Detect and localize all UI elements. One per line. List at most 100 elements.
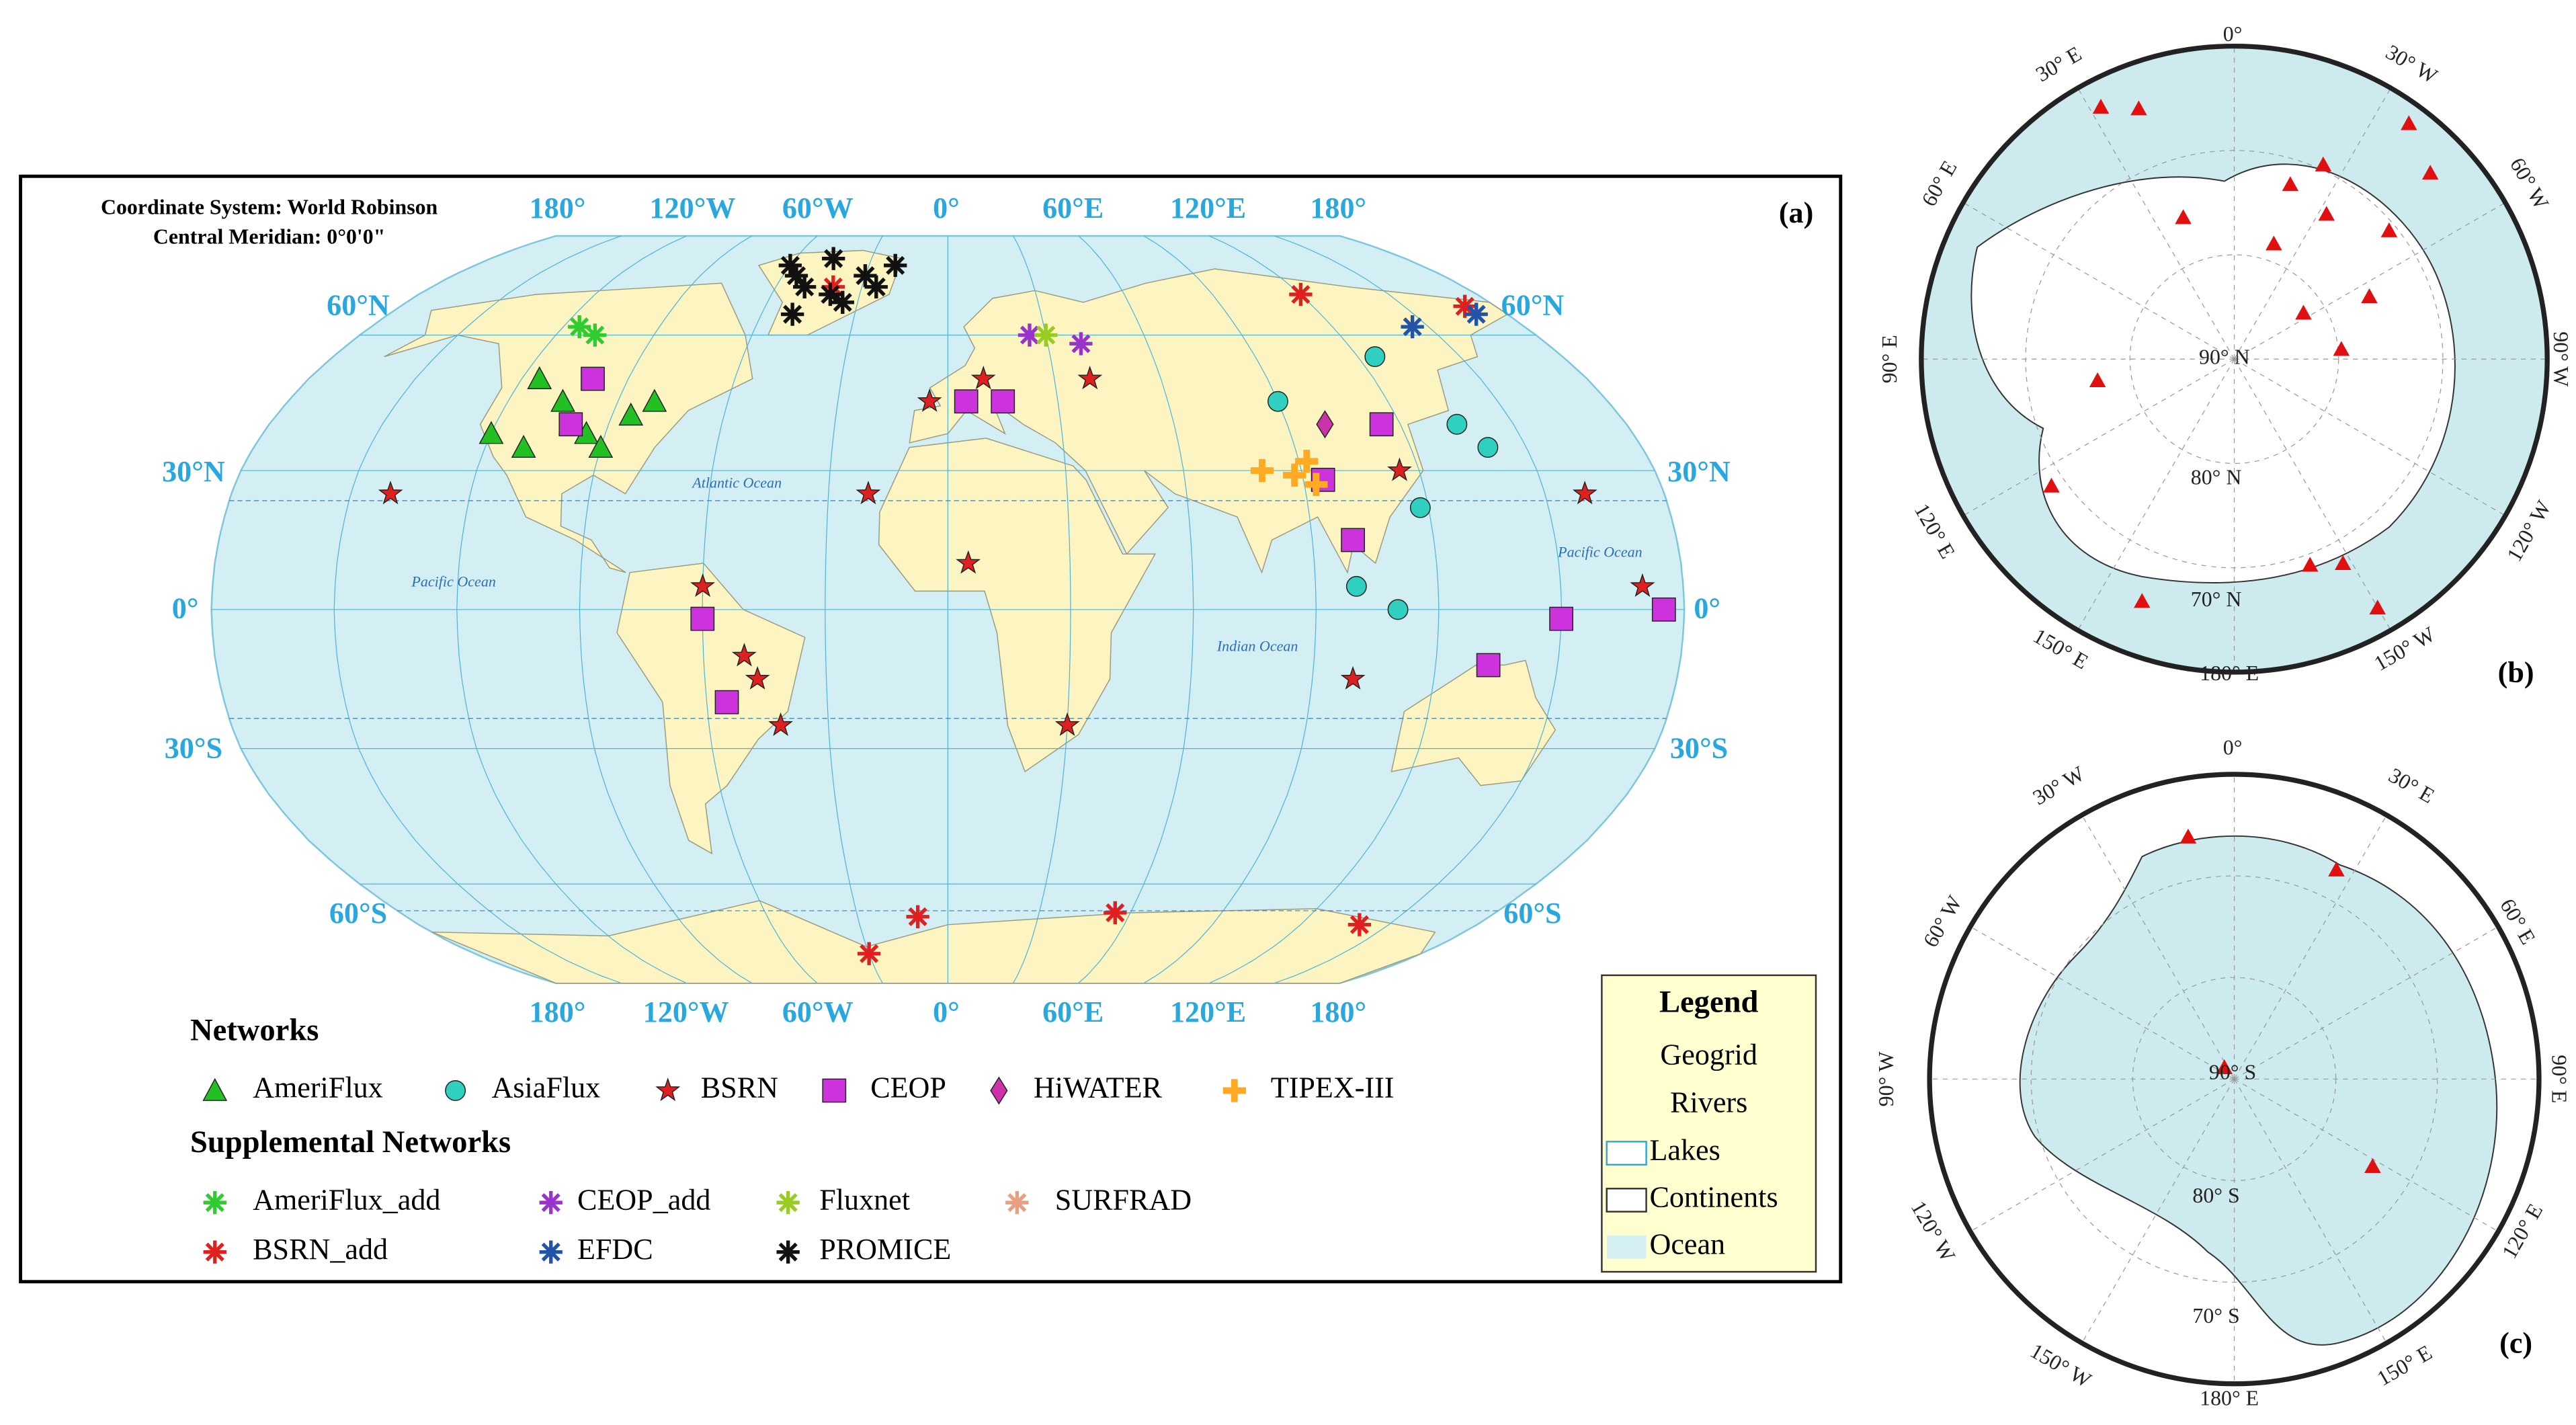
station-triangle <box>2092 99 2110 114</box>
station-marker <box>1446 413 1468 435</box>
triangle-symbol <box>511 434 536 458</box>
asterisk-stroke <box>795 277 815 296</box>
station-triangle <box>2175 209 2192 225</box>
graticule-label: 80° N <box>2191 466 2242 489</box>
triangle-symbol <box>588 434 614 458</box>
station-triangle <box>2282 176 2299 192</box>
station-marker <box>970 366 996 390</box>
station-marker <box>1409 497 1431 518</box>
longitude-label: 60°E <box>1042 995 1104 1028</box>
square-symbol <box>822 1078 847 1103</box>
star-symbol <box>745 665 770 690</box>
legend-entry: EFDC <box>577 1233 653 1266</box>
star-symbol <box>1340 665 1366 690</box>
plus-symbol <box>1259 458 1265 483</box>
polar-meridian <box>2233 815 2387 1080</box>
legend-entry: BSRN <box>701 1071 778 1104</box>
station-marker <box>1268 391 1288 412</box>
legend-heading: Supplemental Networks <box>190 1125 511 1159</box>
triangle-symbol <box>550 389 575 412</box>
polar-meridian <box>2234 358 2506 516</box>
longitude-label: 120°E <box>1170 192 1246 225</box>
legend-entry: PROMICE <box>819 1233 951 1266</box>
plus-symbol <box>1313 473 1320 496</box>
polar-outline <box>1927 772 2542 1387</box>
station-marker <box>479 421 504 444</box>
legend-entry: BSRN_add <box>253 1233 388 1266</box>
station-marker <box>550 389 575 412</box>
station-triangle <box>2328 861 2345 877</box>
station-marker <box>1476 653 1501 678</box>
star-symbol <box>1077 366 1103 390</box>
circle-symbol <box>1364 346 1386 368</box>
latitude-label: 0° <box>172 592 199 624</box>
circle-symbol <box>1446 413 1468 435</box>
station-marker <box>1017 323 1042 347</box>
panel-label: (c) <box>2499 1326 2532 1359</box>
station-triangle <box>2335 555 2352 570</box>
legend-symbol <box>203 1190 226 1215</box>
star-symbol <box>378 481 403 505</box>
square-symbol <box>991 389 1015 414</box>
graticule-label: 90° N <box>2199 345 2250 369</box>
legend-entry: Fluxnet <box>819 1183 910 1216</box>
legend-symbol <box>202 1077 228 1101</box>
station-triangle <box>2302 557 2319 572</box>
map-title: Coordinate System: World Robinson <box>101 196 438 219</box>
asterisk-stroke <box>860 944 879 963</box>
asterisk-stroke <box>585 325 605 345</box>
legend-symbol <box>445 1080 466 1101</box>
asterisk-stroke <box>778 1242 798 1262</box>
station-marker <box>1316 410 1334 439</box>
station-marker <box>588 434 614 458</box>
legend-entry: CEOP_add <box>577 1183 711 1216</box>
legend-entry: TIPEX-III <box>1271 1071 1395 1104</box>
station-marker <box>1369 412 1394 437</box>
longitude-label: 60°W <box>782 192 854 225</box>
polar-meridian <box>1962 202 2235 360</box>
station-triangle <box>2380 222 2398 237</box>
plus-symbol <box>1291 463 1298 487</box>
station-marker <box>690 573 716 598</box>
asterisk-stroke <box>1291 284 1311 304</box>
legend-symbol <box>539 1190 563 1215</box>
station-marker <box>831 290 854 314</box>
asterisk-stroke <box>866 277 886 296</box>
station-triangle <box>2295 304 2312 320</box>
graticule-label: 30° W <box>2382 40 2442 89</box>
star-symbol <box>956 550 981 574</box>
map-title: Central Meridian: 0°0'0" <box>153 225 385 249</box>
ocean-label: Indian Ocean <box>1216 637 1298 654</box>
polar-meridian <box>2233 1079 2387 1344</box>
polar-meridian <box>2234 926 2499 1080</box>
circle-symbol <box>1387 599 1409 620</box>
legend-symbol <box>822 1078 847 1103</box>
polar-parallel <box>2129 254 2339 464</box>
star-symbol <box>1054 712 1080 736</box>
longitude-label: 180° <box>530 192 586 225</box>
map-legend-item: Lakes <box>1649 1134 1720 1167</box>
legend-entry: AmeriFlux_add <box>253 1183 440 1216</box>
map-legend-title: Legend <box>1659 985 1759 1020</box>
square-symbol <box>954 389 979 414</box>
polar-meridian <box>2234 1078 2499 1232</box>
station-marker <box>1572 481 1597 505</box>
polar-meridian <box>1970 1078 2235 1232</box>
asterisk-stroke <box>908 907 927 926</box>
ocean-label: Pacific Ocean <box>1557 544 1643 561</box>
station-marker <box>642 389 667 412</box>
longitude-label: 180° <box>1310 192 1366 225</box>
station-marker <box>822 247 845 270</box>
ocean-label: Pacific Ocean <box>411 573 495 590</box>
map-legend-item: Rivers <box>1670 1086 1747 1119</box>
asterisk-stroke <box>1036 325 1056 345</box>
station-triangle <box>2364 1157 2381 1174</box>
polar-meridian <box>1970 926 2235 1080</box>
circle-symbol <box>1268 391 1288 412</box>
station-marker <box>690 606 715 631</box>
station-marker <box>1034 323 1058 347</box>
continent <box>616 563 806 855</box>
legend-symbol <box>203 1240 226 1264</box>
station-triangle <box>2089 372 2106 387</box>
asterisk-stroke <box>786 266 806 286</box>
